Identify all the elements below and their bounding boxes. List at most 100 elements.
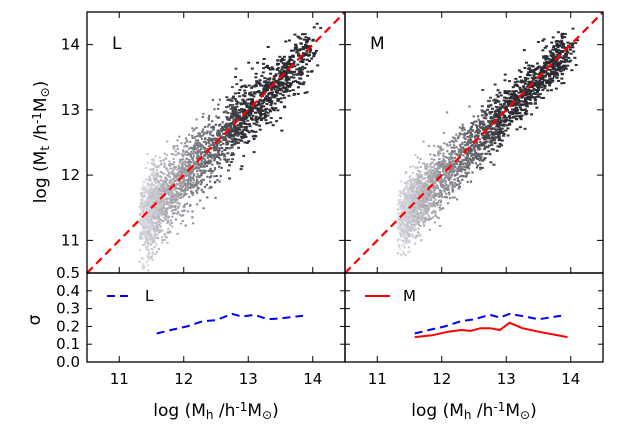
scatter-point: [247, 84, 251, 87]
scatter-point: [414, 197, 418, 199]
scatter-point: [466, 135, 469, 138]
scatter-point: [477, 144, 480, 146]
scatter-point: [189, 182, 192, 185]
scatter-point: [440, 186, 443, 188]
scatter-point: [181, 190, 184, 193]
scatter-point: [143, 237, 146, 240]
scatter-point: [202, 112, 205, 115]
scatter-point: [146, 213, 149, 216]
scatter-point: [570, 69, 574, 72]
scatter-point: [478, 159, 481, 162]
scatter-point: [235, 133, 239, 136]
scatter-point: [469, 146, 472, 149]
scatter-point: [205, 160, 208, 163]
scatter-point: [159, 164, 162, 166]
scatter-point: [406, 182, 409, 185]
scatter-point: [459, 162, 462, 165]
scatter-point: [190, 171, 193, 174]
scatter-point: [296, 81, 299, 84]
scatter-point: [218, 132, 221, 135]
scatter-point: [288, 70, 292, 73]
scatter-point: [181, 164, 184, 167]
scatter-point: [250, 93, 254, 96]
scatter-point: [532, 70, 535, 73]
scatter-point: [512, 93, 516, 96]
scatter-point: [447, 177, 450, 180]
scatter-point: [451, 156, 454, 159]
scatter-point: [157, 181, 160, 184]
scatter-point: [222, 136, 226, 138]
scatter-point: [548, 82, 552, 85]
scatter-point: [189, 175, 192, 178]
scatter-point: [158, 223, 161, 226]
scatter-point: [430, 202, 433, 205]
scatter-point: [146, 202, 149, 205]
scatter-point: [226, 111, 230, 114]
scatter-point: [450, 154, 453, 157]
scatter-point: [428, 199, 431, 202]
scatter-point: [438, 181, 441, 184]
scatter-point: [263, 77, 267, 80]
scatter-point: [182, 206, 185, 209]
scatter-point: [573, 56, 577, 59]
scatter-point: [219, 175, 222, 178]
scatter-point: [468, 105, 471, 108]
scatter-point: [491, 117, 495, 120]
scatter-point: [399, 208, 402, 211]
scatter-point: [143, 266, 146, 268]
scatter-point: [285, 75, 289, 78]
scatter-point: [438, 171, 441, 174]
scatter-point: [278, 74, 282, 77]
scatter-point: [239, 119, 243, 122]
scatter-point: [412, 185, 415, 187]
scatter-point: [527, 80, 531, 83]
scatter-point: [429, 189, 432, 192]
scatter-point: [259, 94, 263, 97]
scatter-point: [478, 128, 481, 131]
scatter-point: [282, 65, 286, 67]
scatter-point: [156, 229, 159, 231]
scatter-point: [163, 183, 166, 186]
scatter-point: [251, 85, 255, 88]
scatter-point: [446, 188, 449, 191]
scatter-point: [436, 194, 439, 197]
scatter-point: [168, 179, 171, 182]
scatter-point: [163, 207, 166, 210]
scatter-point: [279, 82, 283, 85]
scatter-point: [186, 145, 189, 148]
scatter-point: [192, 148, 195, 151]
scatter-point: [488, 120, 492, 123]
scatter-point: [158, 212, 161, 215]
scatter-point: [265, 87, 269, 90]
scatter-point: [146, 212, 149, 215]
scatter-point: [284, 90, 288, 93]
scatter-point: [293, 33, 297, 36]
scatter-point: [508, 100, 512, 102]
scatter-point: [262, 105, 266, 108]
scatter-point: [468, 135, 471, 138]
scatter-point: [278, 70, 282, 73]
scatter-point: [221, 152, 224, 155]
scatter-point: [264, 111, 268, 114]
scatter-point: [480, 144, 483, 147]
scatter-point: [161, 171, 164, 174]
scatter-point: [279, 59, 283, 62]
scatter-point: [149, 199, 152, 202]
scatter-point: [495, 149, 499, 152]
scatter-point: [506, 109, 509, 112]
scatter-point: [502, 123, 506, 126]
scatter-point: [555, 72, 559, 75]
scatter-point: [407, 210, 410, 213]
scatter-point: [172, 153, 175, 156]
scatter-point: [203, 165, 206, 168]
scatter-point: [488, 153, 492, 156]
scatter-point: [438, 194, 442, 197]
scatter-point: [159, 202, 162, 205]
scatter-point: [514, 118, 518, 121]
scatter-point: [200, 165, 203, 168]
scatter-point: [188, 195, 191, 198]
scatter-point: [159, 186, 162, 189]
scatter-point: [424, 177, 427, 179]
scatter-point: [259, 84, 263, 87]
scatter-point: [537, 65, 541, 68]
